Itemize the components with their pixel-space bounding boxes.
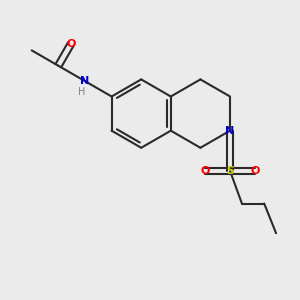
Text: N: N xyxy=(80,76,90,86)
Text: N: N xyxy=(225,126,235,136)
Text: H: H xyxy=(78,87,86,98)
Text: S: S xyxy=(226,166,234,176)
Text: O: O xyxy=(200,166,209,176)
Text: O: O xyxy=(66,39,76,49)
Text: O: O xyxy=(250,166,260,176)
